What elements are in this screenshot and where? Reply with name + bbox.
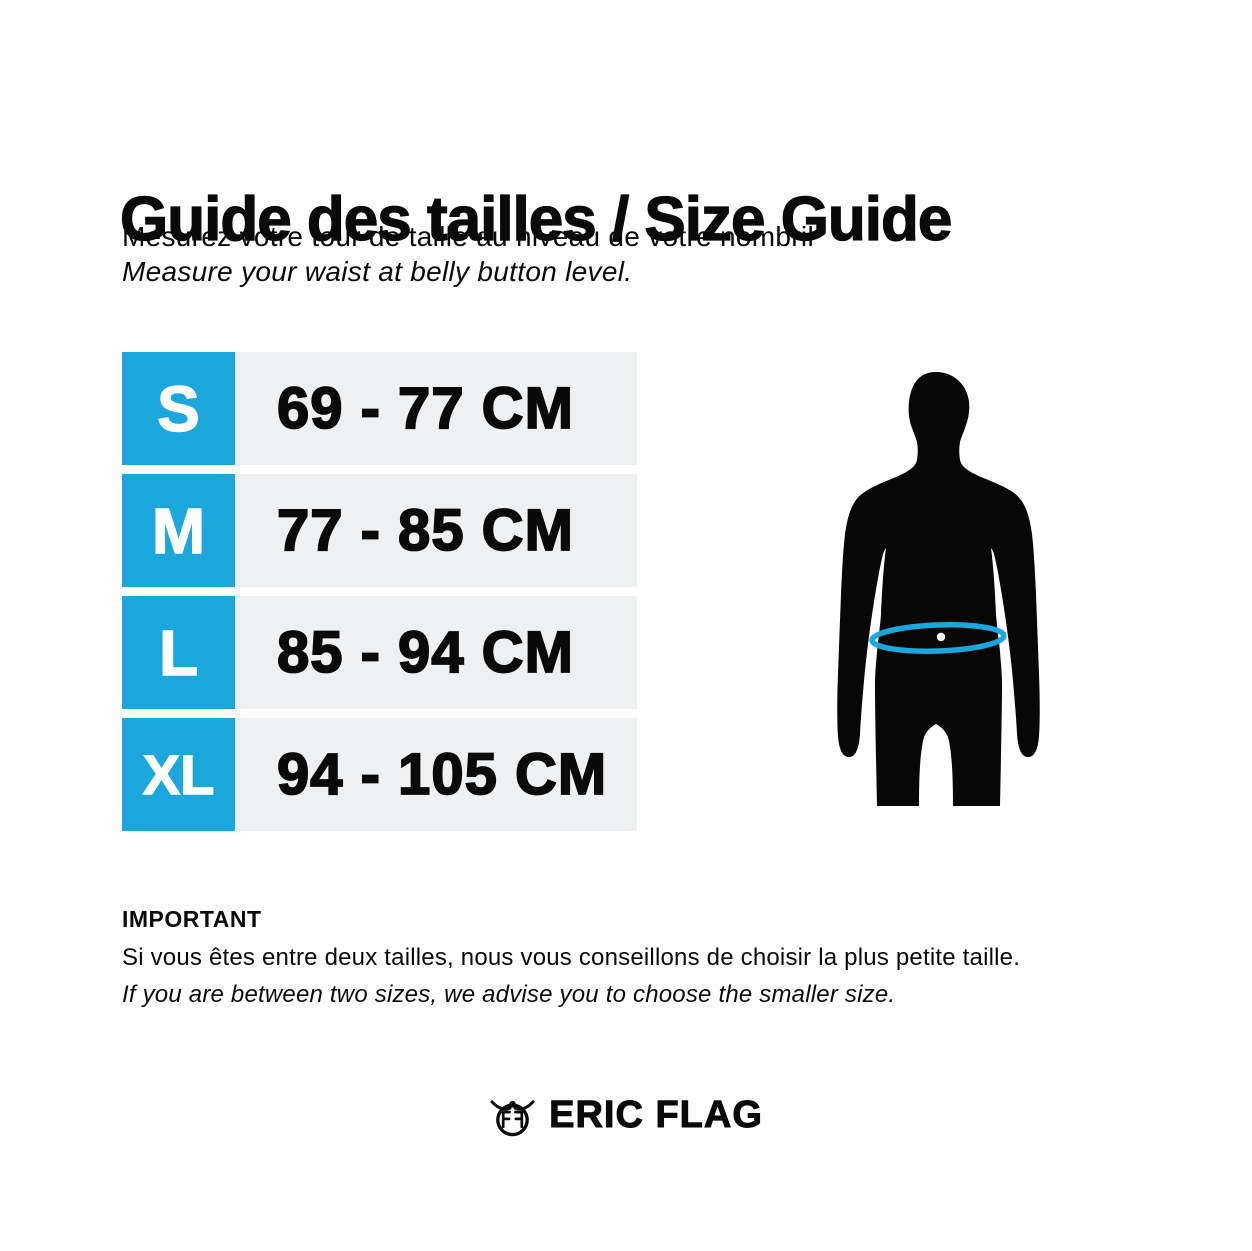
table-row-m: M 77 - 85 CM	[122, 474, 637, 587]
size-label-l: L	[122, 596, 235, 709]
size-range-s: 69 - 77 CM	[235, 352, 637, 465]
size-label-m: M	[122, 474, 235, 587]
size-range-m: 77 - 85 CM	[235, 474, 637, 587]
table-row-l: L 85 - 94 CM	[122, 596, 637, 709]
brand-name: ERIC FLAG	[549, 1094, 763, 1137]
size-label-s: S	[122, 352, 235, 465]
table-row-xl: XL 94 - 105 CM	[122, 718, 637, 831]
size-range-xl: 94 - 105 CM	[235, 718, 637, 831]
page-title: Guide des tailles / Size Guide	[119, 184, 953, 254]
important-text-english: If you are between two sizes, we advise …	[122, 981, 896, 1008]
size-label-xl: XL	[122, 718, 235, 831]
eric-flag-emblem-icon	[489, 1092, 536, 1139]
table-row-s: S 69 - 77 CM	[122, 352, 637, 465]
important-heading: IMPORTANT	[122, 906, 262, 932]
important-text-french: Si vous êtes entre deux tailles, nous vo…	[122, 944, 1021, 971]
important-note: IMPORTANT Si vous êtes entre deux taille…	[122, 906, 1020, 1009]
male-silhouette-waist-measurement-icon	[818, 362, 1063, 812]
subtitle-english: Measure your waist at belly button level…	[122, 256, 633, 287]
subtitle-french: Mesurez votre tour de taille au niveau d…	[122, 221, 814, 252]
size-table: S 69 - 77 CM M 77 - 85 CM L 85 - 94 CM X…	[122, 352, 637, 831]
brand-logo: ERIC FLAG	[0, 1092, 1252, 1139]
size-range-l: 85 - 94 CM	[235, 596, 637, 709]
